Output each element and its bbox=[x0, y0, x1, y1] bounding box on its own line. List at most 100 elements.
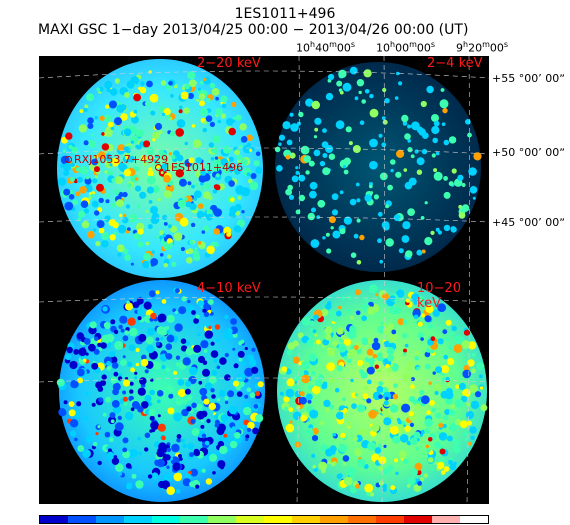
speckle bbox=[360, 371, 368, 379]
speckle bbox=[190, 468, 198, 477]
speckle bbox=[464, 437, 469, 442]
speckle bbox=[62, 149, 67, 153]
speckle bbox=[348, 309, 352, 314]
speckle bbox=[244, 346, 248, 351]
speckle bbox=[471, 353, 476, 357]
speckle bbox=[210, 157, 215, 161]
speckle bbox=[104, 80, 113, 89]
colorbar-swatch bbox=[292, 516, 320, 523]
speckle bbox=[198, 174, 207, 183]
speckle bbox=[107, 121, 114, 128]
speckle bbox=[407, 361, 414, 368]
speckle bbox=[206, 245, 215, 255]
speckle bbox=[171, 443, 180, 453]
speckle bbox=[393, 214, 401, 222]
speckle bbox=[224, 314, 229, 320]
speckle bbox=[430, 336, 436, 342]
speckle bbox=[308, 429, 314, 436]
speckle bbox=[309, 190, 317, 199]
speckle bbox=[413, 484, 422, 492]
speckle bbox=[382, 143, 386, 147]
speckle bbox=[214, 423, 219, 428]
speckle bbox=[78, 124, 88, 133]
speckle bbox=[378, 466, 384, 471]
speckle bbox=[191, 402, 197, 409]
speckle bbox=[411, 468, 419, 476]
speckle bbox=[301, 360, 311, 370]
speckle bbox=[200, 186, 205, 191]
speckle bbox=[200, 108, 209, 117]
speckle bbox=[251, 366, 259, 374]
speckle bbox=[173, 472, 183, 482]
speckle bbox=[110, 319, 116, 325]
speckle bbox=[178, 454, 182, 458]
speckle bbox=[403, 168, 408, 172]
speckle bbox=[192, 139, 202, 148]
speckle bbox=[216, 398, 221, 402]
speckle bbox=[324, 333, 332, 341]
speckle bbox=[88, 196, 92, 200]
speckle bbox=[135, 362, 140, 367]
speckle bbox=[166, 330, 170, 334]
speckle bbox=[307, 399, 312, 404]
speckle bbox=[408, 396, 416, 403]
speckle bbox=[228, 180, 235, 187]
speckle bbox=[376, 368, 382, 373]
speckle bbox=[224, 352, 229, 358]
speckle bbox=[78, 371, 84, 377]
speckle bbox=[392, 393, 399, 400]
speckle bbox=[203, 300, 208, 304]
speckle bbox=[104, 431, 111, 438]
speckle bbox=[349, 198, 357, 206]
speckle bbox=[432, 309, 440, 317]
speckle bbox=[314, 117, 322, 125]
speckle bbox=[409, 422, 415, 427]
speckle bbox=[472, 196, 476, 200]
speckle bbox=[433, 120, 440, 127]
speckle bbox=[199, 100, 205, 107]
speckle bbox=[114, 341, 124, 350]
speckle bbox=[126, 80, 135, 89]
speckle bbox=[178, 109, 183, 114]
speckle bbox=[461, 204, 470, 212]
speckle bbox=[407, 139, 412, 143]
speckle bbox=[127, 317, 136, 326]
speckle bbox=[135, 185, 142, 192]
speckle bbox=[80, 200, 89, 208]
speckle bbox=[437, 338, 444, 345]
ra-label-1: 10h40m00s bbox=[296, 40, 356, 55]
speckle bbox=[226, 327, 233, 335]
speckle bbox=[434, 383, 442, 391]
speckle bbox=[110, 376, 118, 384]
speckle bbox=[383, 444, 387, 448]
speckle bbox=[202, 368, 210, 377]
speckle bbox=[82, 358, 87, 363]
speckle bbox=[320, 308, 329, 317]
speckle bbox=[150, 421, 159, 430]
speckle bbox=[433, 171, 443, 181]
speckle bbox=[255, 391, 261, 397]
speckle bbox=[101, 374, 107, 380]
speckle bbox=[175, 169, 184, 178]
speckle bbox=[88, 140, 97, 148]
speckle bbox=[338, 443, 348, 453]
speckle bbox=[369, 492, 375, 497]
speckle bbox=[154, 362, 161, 370]
speckle bbox=[110, 419, 115, 424]
speckle bbox=[468, 441, 472, 446]
speckle bbox=[156, 390, 164, 397]
speckle bbox=[111, 202, 117, 208]
speckle bbox=[356, 198, 361, 203]
speckle bbox=[158, 129, 163, 135]
speckle bbox=[78, 347, 87, 357]
speckle bbox=[182, 443, 187, 449]
speckle bbox=[366, 366, 375, 375]
speckle bbox=[363, 386, 369, 391]
speckle bbox=[194, 247, 198, 251]
speckle bbox=[179, 105, 183, 110]
speckle bbox=[394, 96, 399, 100]
speckle bbox=[343, 157, 351, 165]
speckle bbox=[160, 171, 164, 175]
speckle bbox=[182, 357, 191, 366]
speckle bbox=[174, 310, 178, 314]
